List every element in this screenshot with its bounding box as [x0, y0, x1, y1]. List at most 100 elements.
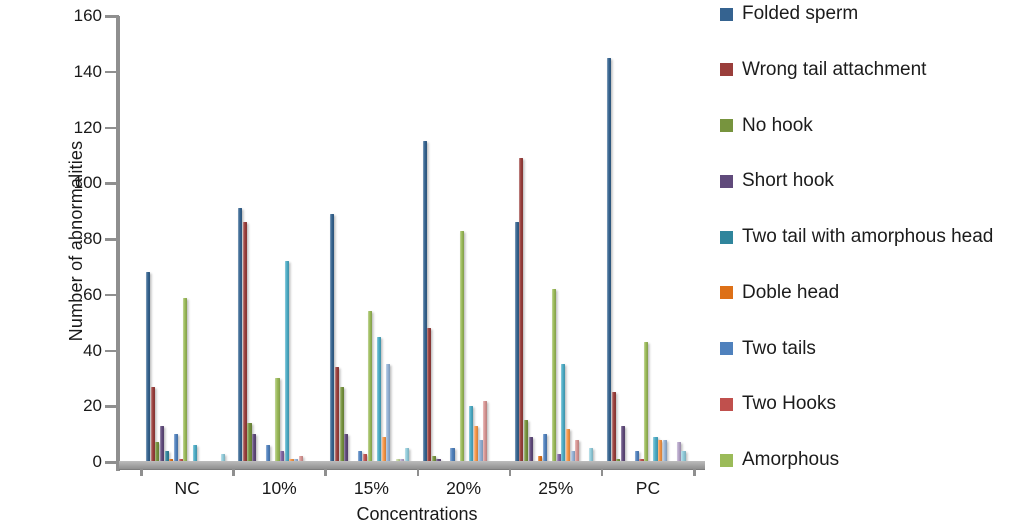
x-tick-label-nc: NC: [174, 478, 200, 498]
bar-nc-folded-sperm: [146, 272, 151, 462]
bar-25-series-11: [561, 364, 566, 462]
bar-15-no-hook: [339, 386, 344, 462]
bar-15-series-15: [395, 459, 400, 462]
x-tick-mark-0: [140, 469, 143, 476]
bar-10-amorphous: [275, 378, 280, 462]
bar-pc-wrong-tail-attachment: [611, 392, 616, 462]
bar-10-no-hook: [247, 422, 252, 462]
bar-15-short-hook: [344, 434, 349, 462]
bar-pc-folded-sperm: [606, 57, 611, 462]
bar-15-series-17: [404, 448, 409, 462]
legend-swatch-no-hook: [720, 119, 733, 132]
x-tick-label-10: 10%: [261, 478, 297, 498]
bar-nc-series-17: [220, 453, 225, 462]
bar-15-folded-sperm: [330, 213, 335, 462]
bar-10-series-12: [289, 459, 294, 462]
bar-10-series-10: [280, 450, 285, 462]
bar-nc-two-hooks: [178, 459, 183, 462]
bar-20-amorphous: [459, 230, 464, 462]
bar-25-folded-sperm: [514, 222, 519, 462]
bar-25-amorphous: [551, 289, 557, 462]
bar-15-series-13: [386, 364, 391, 462]
legend-item-wrong-tail-attachment: Wrong tail attachment: [720, 59, 926, 81]
bar-25-series-17: [589, 448, 594, 462]
bar-25-series-13: [570, 450, 575, 462]
bar-10-wrong-tail-attachment: [242, 222, 247, 462]
bar-nc-amorphous: [183, 297, 188, 462]
legend-label-doble-head: Doble head: [742, 281, 840, 303]
bar-15-two-hooks: [362, 453, 368, 462]
bar-20-series-12: [473, 425, 478, 462]
bar-25-no-hook: [524, 420, 529, 462]
bar-20-series-11: [469, 406, 474, 462]
bar-20-series-13: [478, 439, 483, 462]
bar-20-series-14: [483, 400, 488, 462]
bar-10-folded-sperm: [238, 208, 243, 462]
legend-item-folded-sperm: Folded sperm: [720, 3, 858, 25]
y-tick-mark-40: [105, 349, 119, 352]
x-axis-title: Concentrations: [356, 504, 478, 524]
y-tick-mark-120: [105, 126, 119, 129]
bar-pc-series-17: [681, 450, 686, 462]
legend-item-two-tails: Two tails: [720, 338, 816, 360]
bar-nc-short-hook: [159, 425, 165, 462]
bar-15-series-11: [376, 336, 382, 462]
bar-pc-series-16: [676, 442, 681, 462]
legend-swatch-folded-sperm: [720, 7, 733, 21]
x-axis-baseline: [119, 461, 705, 470]
legend-label-two-tail-with-amorphous-head: Two tail with amorphous head: [742, 226, 994, 247]
bar-25-short-hook: [528, 436, 533, 462]
x-tick-mark-2: [324, 469, 327, 476]
y-tick-mark-100: [105, 182, 119, 185]
bar-20-two-tails: [450, 448, 455, 462]
legend-label-wrong-tail-attachment: Wrong tail attachment: [742, 58, 927, 80]
y-tick-label-160: 160: [73, 6, 102, 25]
x-tick-mark-3: [416, 469, 419, 476]
y-tick-mark-160: [105, 15, 119, 18]
y-tick-mark-80: [105, 238, 119, 241]
bar-10-two-tails: [266, 445, 271, 462]
bar-15-two-tails: [358, 450, 363, 462]
legend-item-doble-head: Doble head: [720, 282, 839, 304]
x-tick-mark-1: [232, 469, 235, 476]
y-tick-label-80: 80: [83, 229, 102, 248]
y-tick-label-0: 0: [92, 452, 102, 471]
legend-item-two-hooks: Two Hooks: [720, 393, 836, 415]
bar-15-series-12: [381, 436, 386, 462]
x-tick-label-pc: PC: [635, 478, 661, 498]
x-tick-mark-6: [693, 469, 696, 476]
y-tick-label-40: 40: [83, 340, 102, 360]
bar-pc-series-12: [658, 439, 663, 462]
legend-swatch-short-hook: [720, 174, 733, 188]
bar-nc-two-tail-with-amorphous-head: [164, 450, 169, 462]
bar-pc-no-hook: [616, 459, 621, 462]
y-tick-label-100: 100: [73, 173, 102, 193]
x-tick-mark-5: [600, 469, 604, 476]
y-tick-mark-60: [105, 293, 119, 297]
legend-item-short-hook: Short hook: [720, 170, 834, 192]
legend-label-two-tails: Two tails: [742, 337, 816, 359]
bar-pc-amorphous: [644, 342, 649, 462]
legend-swatch-two-hooks: [720, 397, 733, 411]
y-tick-mark-20: [105, 405, 119, 408]
bar-20-short-hook: [436, 459, 441, 462]
legend-swatch-amorphous: [720, 453, 733, 467]
bar-25-doble-head: [537, 456, 543, 462]
x-tick-label-25: 25%: [538, 478, 574, 498]
legend-label-no-hook: No hook: [742, 114, 813, 136]
legend-item-two-tail-with-amorphous-head: Two tail with amorphous head: [720, 226, 993, 248]
bar-pc-series-11: [653, 436, 658, 462]
bar-20-wrong-tail-attachment: [427, 328, 432, 462]
legend-label-amorphous: Amorphous: [742, 449, 840, 470]
bar-nc-two-tails: [173, 434, 179, 462]
bar-10-series-11: [284, 261, 289, 462]
bar-10-series-13: [294, 459, 299, 462]
x-tick-label-15: 15%: [353, 478, 389, 498]
bar-nc-wrong-tail-attachment: [150, 386, 155, 462]
bar-25-series-14: [575, 439, 580, 462]
bar-15-series-16: [400, 459, 405, 462]
y-tick-mark-140: [105, 70, 119, 74]
bar-nc-doble-head: [169, 459, 174, 462]
bar-pc-two-hooks: [639, 459, 644, 462]
legend-swatch-doble-head: [720, 286, 733, 300]
